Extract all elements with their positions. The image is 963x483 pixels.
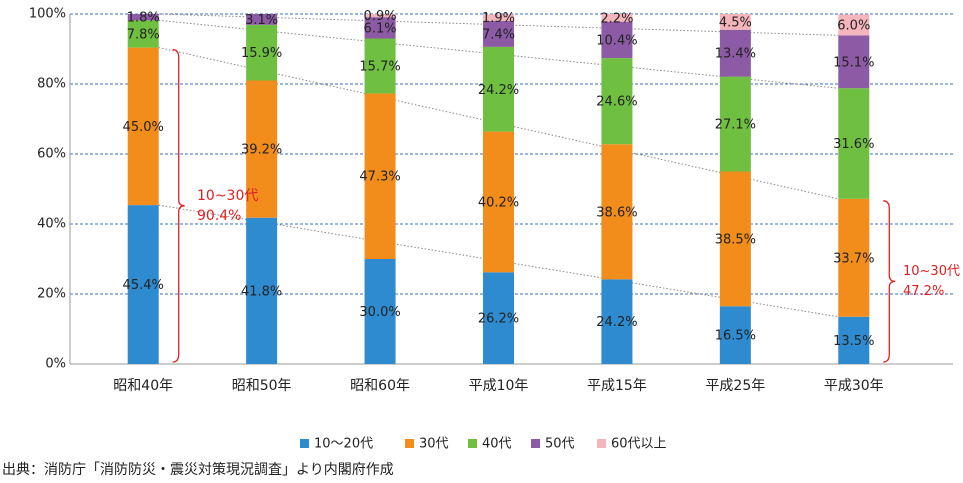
value-label: 24.6%: [596, 95, 637, 110]
bar-segment: [601, 144, 633, 280]
x-tick-label: 平成25年: [705, 378, 765, 394]
bar-segment: [246, 217, 278, 364]
brace: [172, 48, 185, 363]
annotation: 10~30代: [903, 264, 960, 279]
value-label: 1.9%: [482, 11, 515, 26]
legend-label: 40代: [482, 437, 512, 452]
value-label: 45.4%: [123, 278, 164, 293]
legend-swatch: [531, 439, 540, 448]
bar-segment: [127, 20, 159, 48]
x-tick-label: 平成30年: [824, 378, 884, 394]
y-tick-label: 0%: [45, 357, 66, 372]
bar-segment: [838, 198, 870, 317]
legend-swatch: [597, 439, 606, 448]
value-label: 39.2%: [241, 143, 282, 158]
bar-segment: [601, 279, 633, 364]
value-label: 13.4%: [715, 47, 756, 62]
bar-segment: [719, 29, 751, 77]
x-tick-label: 平成10年: [469, 378, 529, 394]
legend-swatch: [468, 439, 477, 448]
value-label: 31.6%: [833, 137, 874, 152]
bar-segment: [601, 21, 633, 59]
bar-segment: [601, 14, 633, 22]
bar-segment: [483, 21, 514, 47]
x-tick-label: 昭和40年: [113, 378, 173, 394]
bar-segment: [127, 47, 159, 206]
legend-label: 60代以上: [611, 437, 667, 452]
value-label: 7.4%: [482, 27, 515, 42]
value-label: 6.1%: [364, 21, 397, 36]
y-tick-label: 40%: [37, 217, 66, 232]
value-label: 38.5%: [715, 232, 756, 247]
brace: [883, 200, 896, 363]
bar-segment: [719, 306, 751, 364]
bar-segment: [246, 14, 278, 25]
legend-label: 30代: [419, 437, 449, 452]
value-label: 27.1%: [715, 118, 756, 133]
value-label: 0.9%: [364, 9, 397, 24]
value-label: 15.1%: [833, 55, 874, 70]
legend-swatch: [405, 439, 414, 448]
y-tick-label: 60%: [37, 147, 66, 162]
x-tick-label: 平成15年: [587, 378, 647, 394]
bar-segment: [719, 14, 751, 30]
value-label: 1.8%: [127, 11, 160, 26]
bar-segment: [719, 171, 751, 307]
value-label: 24.2%: [478, 83, 519, 98]
legend-swatch: [300, 439, 309, 448]
y-tick-label: 100%: [29, 7, 66, 22]
value-label: 38.6%: [596, 205, 637, 220]
x-tick-label: 昭和60年: [350, 378, 410, 394]
bar-segment: [364, 259, 396, 364]
bar-segment: [483, 272, 514, 364]
bar-segment: [246, 24, 278, 81]
annotation: 10~30代: [197, 188, 258, 204]
value-label: 15.7%: [359, 59, 400, 74]
value-label: 41.8%: [241, 284, 282, 299]
bar-segment: [838, 35, 870, 89]
annotation: 90.4%: [197, 208, 241, 224]
bar-segment: [838, 88, 870, 199]
bar-segment: [127, 205, 159, 364]
value-label: 13.5%: [833, 334, 874, 349]
y-tick-label: 20%: [37, 287, 66, 302]
bar-segment: [364, 38, 396, 94]
annotation: 47.2%: [903, 284, 944, 299]
bar-segment: [483, 46, 514, 132]
legend-label: 10～20代: [314, 437, 373, 452]
bar-segment: [483, 131, 514, 273]
bar-segment: [838, 316, 870, 364]
bar-segment: [364, 17, 396, 39]
value-label: 30.0%: [359, 305, 400, 320]
value-label: 40.2%: [478, 195, 519, 210]
bar-segment: [601, 58, 633, 145]
bar-segment: [127, 14, 159, 21]
value-label: 33.7%: [833, 251, 874, 266]
x-tick-label: 昭和50年: [232, 378, 292, 394]
source-note: 出典：消防庁「消防防災・震災対策現況調査」より内閣府作成: [2, 461, 394, 478]
legend-label: 50代: [545, 437, 575, 452]
value-label: 47.3%: [359, 170, 400, 185]
value-label: 16.5%: [715, 329, 756, 344]
y-tick-label: 80%: [37, 77, 66, 92]
bar-segment: [364, 93, 396, 259]
value-label: 15.9%: [241, 46, 282, 61]
value-label: 3.1%: [245, 13, 278, 28]
value-label: 26.2%: [478, 312, 519, 327]
bar-segment: [838, 14, 870, 36]
value-label: 45.0%: [123, 120, 164, 135]
value-label: 24.2%: [596, 315, 637, 330]
bar-segment: [364, 14, 396, 18]
value-label: 2.2%: [600, 11, 633, 26]
value-label: 6.0%: [837, 18, 870, 33]
bar-segment: [246, 80, 278, 218]
bar-segment: [719, 76, 751, 172]
value-label: 7.8%: [127, 27, 160, 42]
value-label: 10.4%: [596, 33, 637, 48]
bar-segment: [483, 14, 514, 21]
value-label: 4.5%: [719, 15, 752, 30]
